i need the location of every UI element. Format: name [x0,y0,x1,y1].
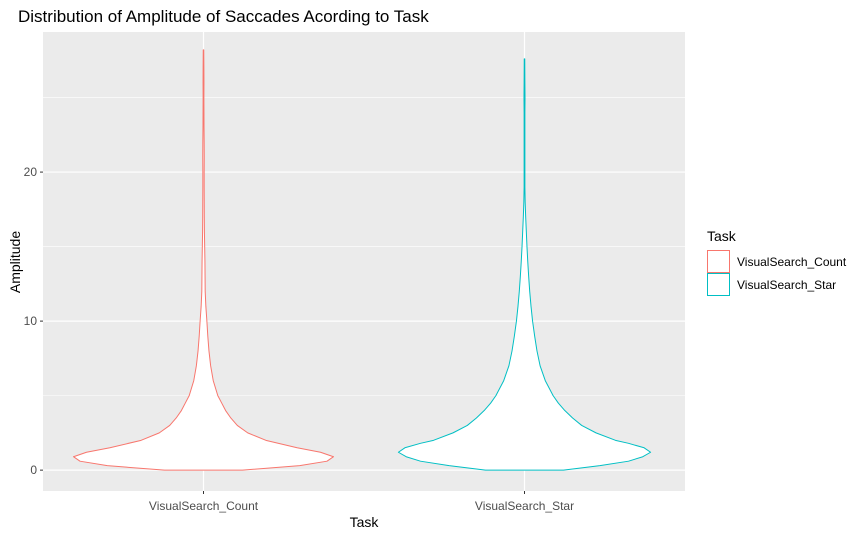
violin-layer [73,49,652,471]
legend-key [707,250,730,273]
y-tick-label: 10 [24,314,38,328]
y-axis-title: Amplitude [7,231,23,293]
legend-key [707,273,730,296]
minor-gridlines [43,97,685,396]
legend-title: Task [707,228,737,244]
legend-items: VisualSearch_Count VisualSearch_Star [707,250,847,296]
plot-panel [43,32,685,491]
y-tick-label: 0 [30,463,37,477]
x-axis-title: Task [350,514,380,530]
legend: Task VisualSearch_Count VisualSearch_Star [707,228,847,296]
y-tick-label: 20 [24,165,38,179]
legend-label: VisualSearch_Count [737,255,847,269]
x-axis: VisualSearch_Count VisualSearch_Star [149,491,574,513]
chart-title: Distribution of Amplitude of Saccades Ac… [18,7,429,26]
legend-label: VisualSearch_Star [737,278,836,292]
x-tick-label: VisualSearch_Count [149,499,259,513]
x-tick-label: VisualSearch_Star [475,499,574,513]
violin-visualsearch-count [73,49,334,471]
violin-visualsearch-star [397,58,652,471]
y-axis: 0 10 20 [24,165,43,477]
